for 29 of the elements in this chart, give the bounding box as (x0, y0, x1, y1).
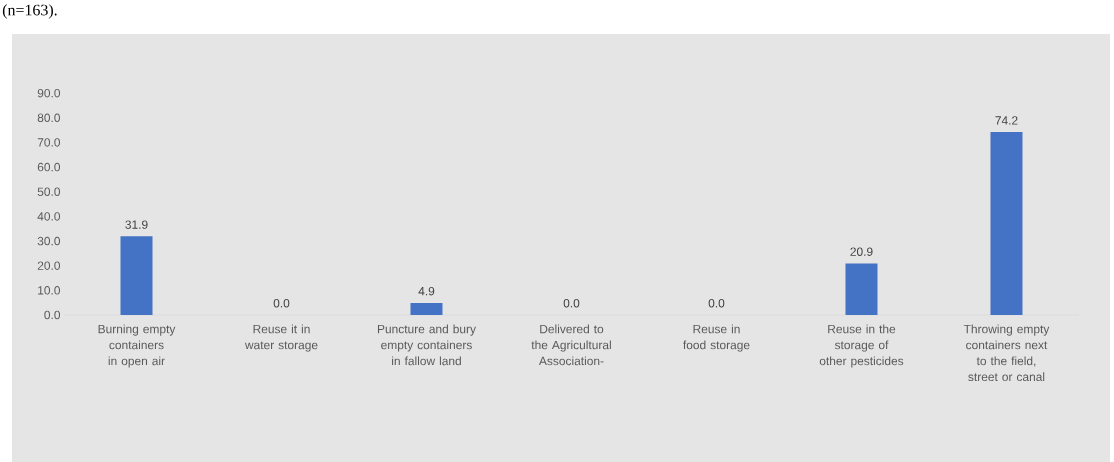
y-tick-label: 60.0 (37, 162, 61, 172)
y-tick-label: 70.0 (37, 138, 61, 147)
y-tick-label: 0.0 (44, 310, 61, 320)
data-label: 0.0 (273, 299, 290, 308)
data-label: 0.0 (563, 299, 580, 308)
data-label: 31.9 (125, 220, 148, 229)
x-tick-label: Throwing empty containers next to the field, street or canal (963, 324, 1050, 382)
data-label: 4.9 (418, 286, 435, 296)
x-tick-label: Puncture and bury empty containers in fallow land (377, 324, 476, 366)
y-tick-label: 80.0 (37, 113, 61, 123)
data-label: 0.0 (708, 299, 725, 308)
y-tick-label: 90.0 (37, 88, 61, 98)
data-label: 74.2 (995, 116, 1018, 125)
y-tick-label: 10.0 (38, 286, 61, 295)
x-tick-label: Reuse in the storage of other pesticides (819, 324, 904, 368)
x-tick-label: Burning empty containers in open air (98, 324, 176, 368)
x-tick-label: Delivered to the Agricultural Association- (531, 324, 611, 366)
data-label: 20.9 (850, 247, 873, 256)
bar (120, 236, 153, 315)
bar (410, 302, 443, 315)
x-tick-label: Reuse in food storage (683, 324, 750, 352)
text: (n=163). (2, 4, 57, 19)
y-tick-label: 50.0 (37, 187, 61, 196)
y-tick-label: 20.0 (37, 261, 61, 270)
bar (990, 132, 1023, 315)
y-tick-label: 40.0 (37, 212, 61, 221)
bar (845, 263, 878, 315)
y-tick-label: 30.0 (37, 236, 61, 246)
x-tick-label: Reuse it in water storage (244, 324, 318, 352)
